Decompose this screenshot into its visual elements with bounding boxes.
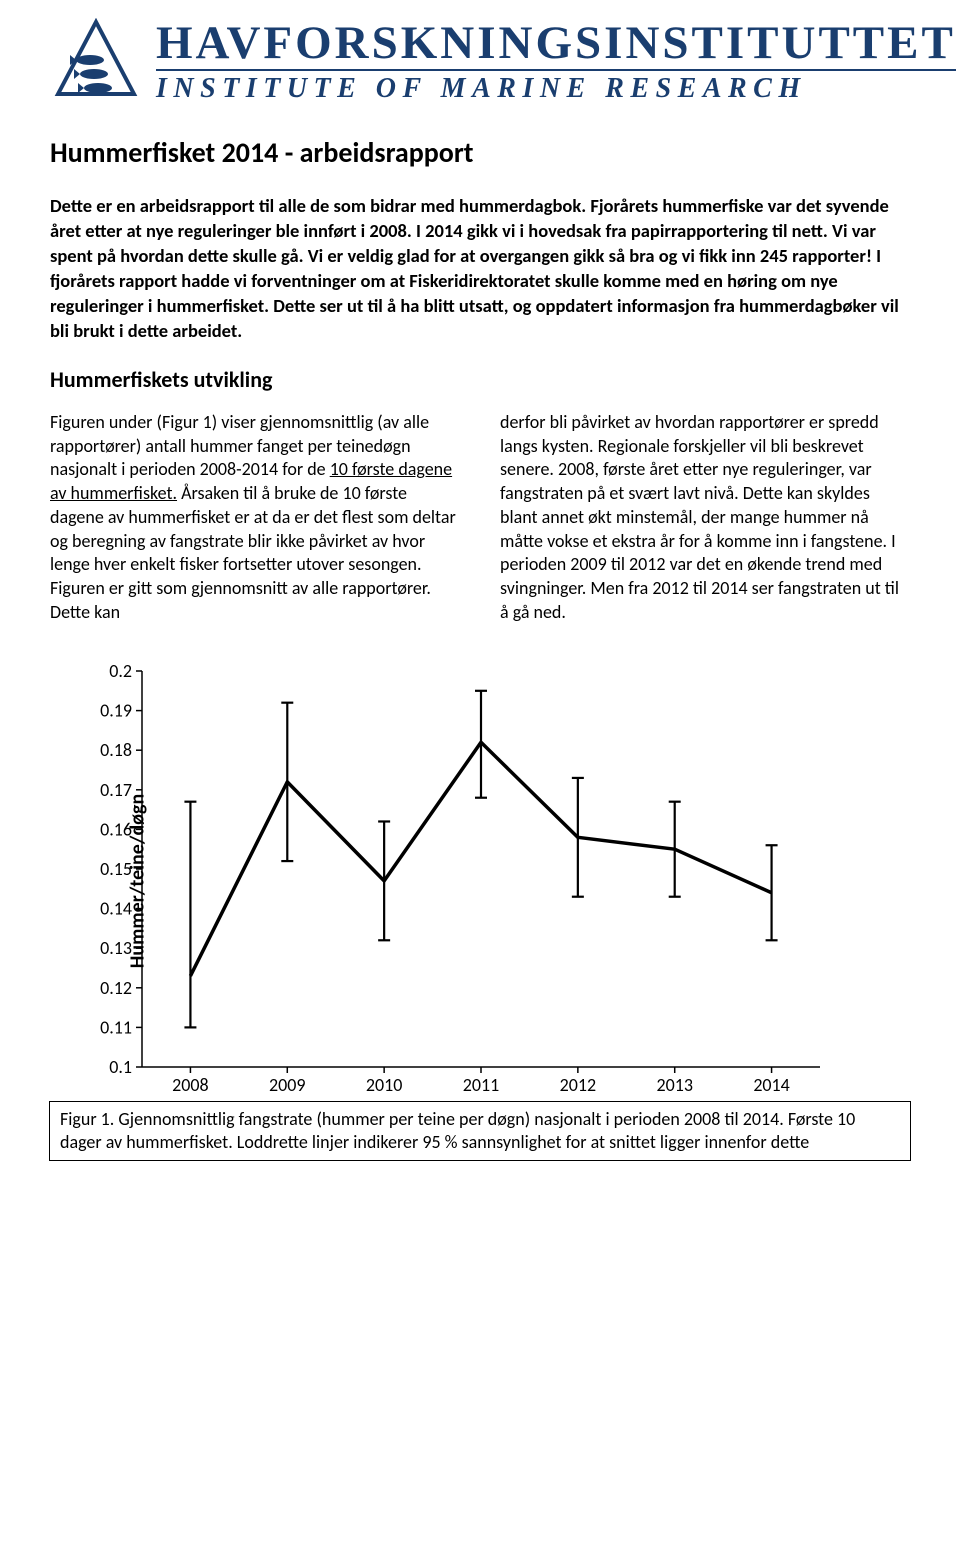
logo-text-block: HAVFORSKNINGSINSTITUTTET INSTITUTE OF MA…: [156, 18, 956, 105]
logo-sub-text: INSTITUTE OF MARINE RESEARCH: [156, 69, 956, 105]
svg-text:0.12: 0.12: [100, 976, 132, 998]
svg-text:0.19: 0.19: [100, 699, 132, 721]
svg-text:2013: 2013: [656, 1074, 693, 1096]
svg-text:2012: 2012: [560, 1074, 597, 1096]
logo-header: HAVFORSKNINGSINSTITUTTET INSTITUTE OF MA…: [50, 18, 910, 105]
logo-main-text: HAVFORSKNINGSINSTITUTTET: [156, 20, 956, 67]
svg-text:2014: 2014: [753, 1074, 790, 1096]
chart-container: Hummer/teine/døgn 0.10.110.120.130.140.1…: [80, 661, 890, 1101]
column-left: Figuren under (Figur 1) viser gjennomsni…: [50, 411, 460, 625]
svg-text:0.2: 0.2: [109, 661, 132, 682]
column-right: derfor bli påvirket av hvordan rapportør…: [500, 411, 910, 625]
svg-text:2011: 2011: [463, 1074, 500, 1096]
svg-text:2010: 2010: [366, 1074, 403, 1096]
svg-text:0.11: 0.11: [100, 1016, 132, 1038]
section-heading: Hummerfiskets utvikling: [50, 366, 910, 393]
two-column-body: Figuren under (Figur 1) viser gjennomsni…: [50, 411, 910, 625]
svg-text:0.1: 0.1: [109, 1056, 132, 1078]
svg-text:0.18: 0.18: [100, 739, 132, 761]
svg-text:2008: 2008: [172, 1074, 209, 1096]
line-chart: 0.10.110.120.130.140.150.160.170.180.190…: [80, 661, 840, 1101]
svg-text:2009: 2009: [269, 1074, 306, 1096]
chart-y-axis-label: Hummer/teine/døgn: [125, 793, 149, 968]
intro-paragraph: Dette er en arbeidsrapport til alle de s…: [50, 194, 910, 344]
institute-logo-icon: [50, 18, 142, 100]
page-title: Hummerfisket 2014 - arbeidsrapport: [50, 135, 910, 170]
figure-caption: Figur 1. Gjennomsnittlig fangstrate (hum…: [49, 1101, 911, 1162]
